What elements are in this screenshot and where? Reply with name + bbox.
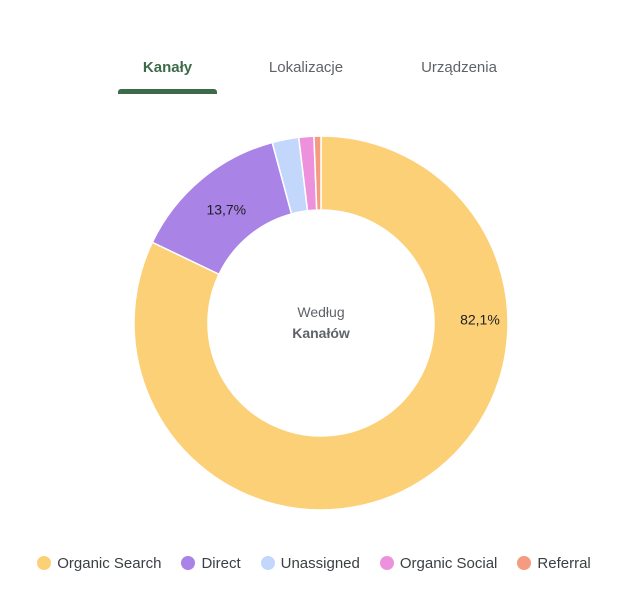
tab-urzadzenia[interactable]: Urządzenia bbox=[396, 50, 522, 94]
tab-lokalizacje[interactable]: Lokalizacje bbox=[246, 50, 366, 94]
center-label-line1: Według bbox=[297, 304, 344, 320]
slice-organic-search[interactable] bbox=[133, 135, 509, 511]
legend-label-unassigned: Unassigned bbox=[280, 554, 360, 572]
center-label-line2: Kanałów bbox=[292, 325, 350, 341]
data-label-organic-search: 82,1% bbox=[460, 311, 500, 327]
legend-item-referral[interactable]: Referral bbox=[517, 554, 591, 572]
tab-kanaly[interactable]: Kanały bbox=[118, 50, 217, 94]
legend-item-unassigned[interactable]: Unassigned bbox=[260, 554, 360, 572]
tab-kanaly-label: Kanały bbox=[142, 59, 193, 76]
legend-dot-unassigned bbox=[260, 556, 275, 570]
legend-item-direct[interactable]: Direct bbox=[181, 554, 241, 572]
legend: Organic Search Direct Unassigned Organic So… bbox=[0, 552, 628, 574]
legend-item-organic-search[interactable]: Organic Search bbox=[37, 555, 161, 572]
legend-dot-direct bbox=[181, 556, 196, 570]
active-tab-indicator bbox=[118, 89, 217, 94]
slice-referral[interactable] bbox=[313, 135, 322, 211]
tab-urzadzenia-label: Urządzenia bbox=[421, 59, 497, 76]
legend-label-organic-search: Organic Search bbox=[57, 554, 162, 572]
tab-bar: Kanały Lokalizacje Urządzenia bbox=[0, 50, 628, 94]
slices-group bbox=[133, 135, 509, 511]
legend-item-organic-social[interactable]: Organic Social bbox=[379, 554, 498, 572]
legend-dot-referral bbox=[517, 556, 532, 570]
data-labels-group: 82,1% 13,7% bbox=[206, 201, 499, 327]
tab-lokalizacje-label: Lokalizacje bbox=[268, 59, 344, 76]
data-label-direct: 13,7% bbox=[206, 201, 246, 217]
legend-label-organic-social: Organic Social bbox=[399, 554, 498, 572]
legend-dot-organic-search bbox=[37, 556, 52, 570]
legend-dot-organic-social bbox=[379, 556, 394, 570]
legend-label-direct: Direct bbox=[201, 554, 241, 572]
legend-label-referral: Referral bbox=[537, 554, 591, 572]
